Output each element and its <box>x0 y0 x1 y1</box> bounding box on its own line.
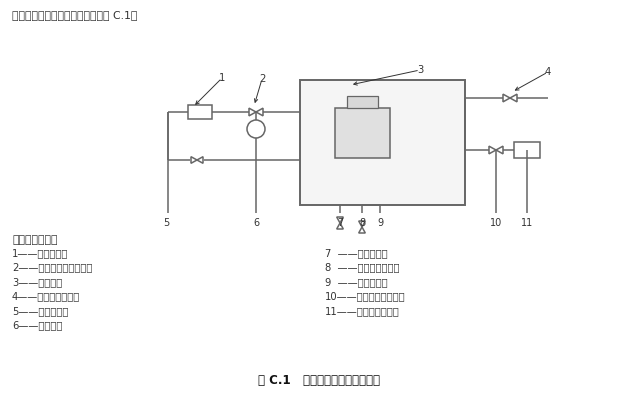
Text: 11——氦质谱检漏仪。: 11——氦质谱检漏仪。 <box>325 306 400 316</box>
Text: 4——置换气体出口；: 4——置换气体出口； <box>12 291 80 301</box>
Bar <box>347 96 378 108</box>
Text: 标引序号说明：: 标引序号说明： <box>12 235 57 245</box>
Text: 8  ——置换气体入口；: 8 ——置换气体入口； <box>325 263 399 272</box>
Text: 7: 7 <box>337 218 343 228</box>
Text: 8: 8 <box>359 218 365 228</box>
Text: 3——真空舱；: 3——真空舱； <box>12 277 63 287</box>
Polygon shape <box>337 217 343 223</box>
Text: 4: 4 <box>545 67 551 77</box>
Text: 10——检漏仪前端阀门；: 10——检漏仪前端阀门； <box>325 291 406 301</box>
Polygon shape <box>503 94 510 102</box>
Bar <box>300 80 465 205</box>
Text: 9: 9 <box>377 218 383 228</box>
Polygon shape <box>496 146 503 154</box>
Text: 图 C.1   真空舱气密性试验原理图: 图 C.1 真空舱气密性试验原理图 <box>258 375 380 388</box>
Polygon shape <box>359 221 366 227</box>
Bar <box>335 108 390 158</box>
Text: 6: 6 <box>253 218 259 228</box>
Text: 1——标准漏孔；: 1——标准漏孔； <box>12 248 68 258</box>
Text: 2——标准漏孔前端阀门；: 2——标准漏孔前端阀门； <box>12 263 93 272</box>
Text: 真空舱气密性试验系统原理图见图 C.1。: 真空舱气密性试验系统原理图见图 C.1。 <box>12 10 137 20</box>
Text: 9  ——组合阀门；: 9 ——组合阀门； <box>325 277 388 287</box>
Polygon shape <box>197 157 203 163</box>
Text: 2: 2 <box>259 74 265 84</box>
Polygon shape <box>489 146 496 154</box>
Polygon shape <box>256 108 263 116</box>
Text: 11: 11 <box>521 218 533 228</box>
Polygon shape <box>510 94 517 102</box>
Bar <box>188 105 212 119</box>
Text: 5——增压管路；: 5——增压管路； <box>12 306 68 316</box>
Text: 3: 3 <box>417 65 423 75</box>
Text: 5: 5 <box>163 218 169 228</box>
Text: 6——压力表；: 6——压力表； <box>12 320 63 331</box>
Polygon shape <box>337 223 343 229</box>
Text: 10: 10 <box>490 218 502 228</box>
Polygon shape <box>359 227 366 233</box>
Text: 1: 1 <box>219 73 225 83</box>
Polygon shape <box>191 157 197 163</box>
Polygon shape <box>249 108 256 116</box>
Text: 7  ——排气管路；: 7 ——排气管路； <box>325 248 388 258</box>
Bar <box>514 142 540 158</box>
